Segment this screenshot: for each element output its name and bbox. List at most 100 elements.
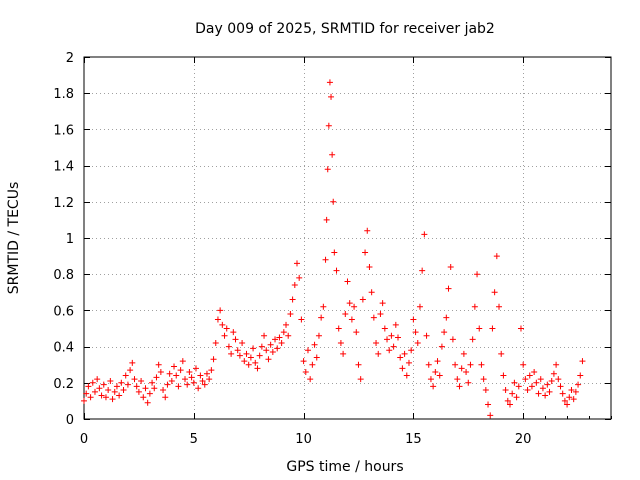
data-point-marker [520,361,527,368]
data-point-marker [423,332,430,339]
y-tick-labels: 0 0.2 0.4 0.6 0.8 1 1.2 1.4 1.6 1.8 2 [53,51,74,428]
data-point-marker [223,325,230,332]
data-point-marker [236,352,243,359]
data-point-marker [524,387,531,394]
data-point-marker [318,314,325,321]
data-point-marker [469,336,476,343]
data-point-marker [265,356,272,363]
data-point-marker [210,356,217,363]
data-point-marker [127,367,134,374]
data-point-marker [346,300,353,307]
data-point-marker [542,392,549,399]
data-point-marker [447,263,454,270]
data-point-marker [353,329,360,336]
data-point-marker [568,387,575,394]
data-point-marker [458,365,465,372]
data-point-marker [539,385,546,392]
data-point-marker [485,401,492,408]
tick-layer [84,57,612,420]
data-point-marker [436,372,443,379]
data-point-marker [403,372,410,379]
data-point-marker [577,372,584,379]
data-point-marker [471,303,478,310]
data-point-marker [234,347,241,354]
data-point-marker [550,370,557,377]
data-point-marker [496,303,503,310]
data-point-marker [197,372,204,379]
data-point-marker [107,377,114,384]
data-point-marker [344,278,351,285]
data-point-marker [368,289,375,296]
data-point-marker [412,329,419,336]
chart-title: Day 009 of 2025, SRMTID for receiver jab… [195,21,495,37]
data-point-marker [480,376,487,383]
data-point-marker [564,401,571,408]
data-point-marker [245,361,252,368]
data-point-marker [300,358,307,365]
data-point-marker [357,376,364,383]
data-point-marker [449,336,456,343]
data-point-marker [513,394,520,401]
data-point-marker [258,343,265,350]
data-point-marker [465,379,472,386]
data-point-marker [427,376,434,383]
data-point-marker [506,401,513,408]
data-point-marker [269,349,276,356]
data-point-marker [392,321,399,328]
data-point-marker [399,365,406,372]
data-point-marker [113,383,120,390]
y-tick-label: 1.6 [53,123,74,138]
data-point-marker [124,381,131,388]
data-point-marker [430,383,437,390]
data-point-marker [438,343,445,350]
data-point-marker [364,227,371,234]
data-point-marker [133,383,140,390]
data-point-marker [575,381,582,388]
data-point-marker [173,372,180,379]
data-point-marker [206,376,213,383]
data-point-marker [155,361,162,368]
data-point-marker [287,311,294,318]
data-point-marker [421,231,428,238]
data-point-marker [419,267,426,274]
data-point-marker [87,394,94,401]
data-point-marker [351,303,358,310]
x-tick-label: 20 [515,432,532,447]
y-tick-label: 0.2 [53,377,74,392]
data-point-marker [166,370,173,377]
plot-frame [83,56,612,420]
data-point-marker [559,390,566,397]
data-point-marker [320,303,327,310]
data-point-marker [456,383,463,390]
data-point-marker [570,396,577,403]
data-point-marker [285,332,292,339]
data-point-marker [102,394,109,401]
data-point-marker [366,263,373,270]
data-point-marker [432,368,439,375]
data-point-marker [557,383,564,390]
data-point-marker [445,285,452,292]
data-point-marker [250,345,257,352]
data-point-marker [100,381,107,388]
data-point-marker [293,260,300,267]
data-point-marker [239,339,246,346]
data-marks [81,79,586,419]
data-point-marker [232,336,239,343]
data-point-marker [280,329,287,336]
data-point-marker [546,388,553,395]
data-point-marker [289,296,296,303]
data-point-marker [329,151,336,158]
data-point-marker [81,397,87,404]
data-point-marker [509,390,516,397]
data-point-marker [386,347,393,354]
data-point-marker [500,372,507,379]
data-point-marker [478,361,485,368]
data-point-marker [263,347,270,354]
grid-layer [84,57,611,419]
data-point-marker [131,376,138,383]
data-point-marker [304,347,311,354]
data-point-marker [515,383,522,390]
data-point-marker [274,345,281,352]
data-point-marker [142,385,149,392]
data-point-marker [122,372,129,379]
